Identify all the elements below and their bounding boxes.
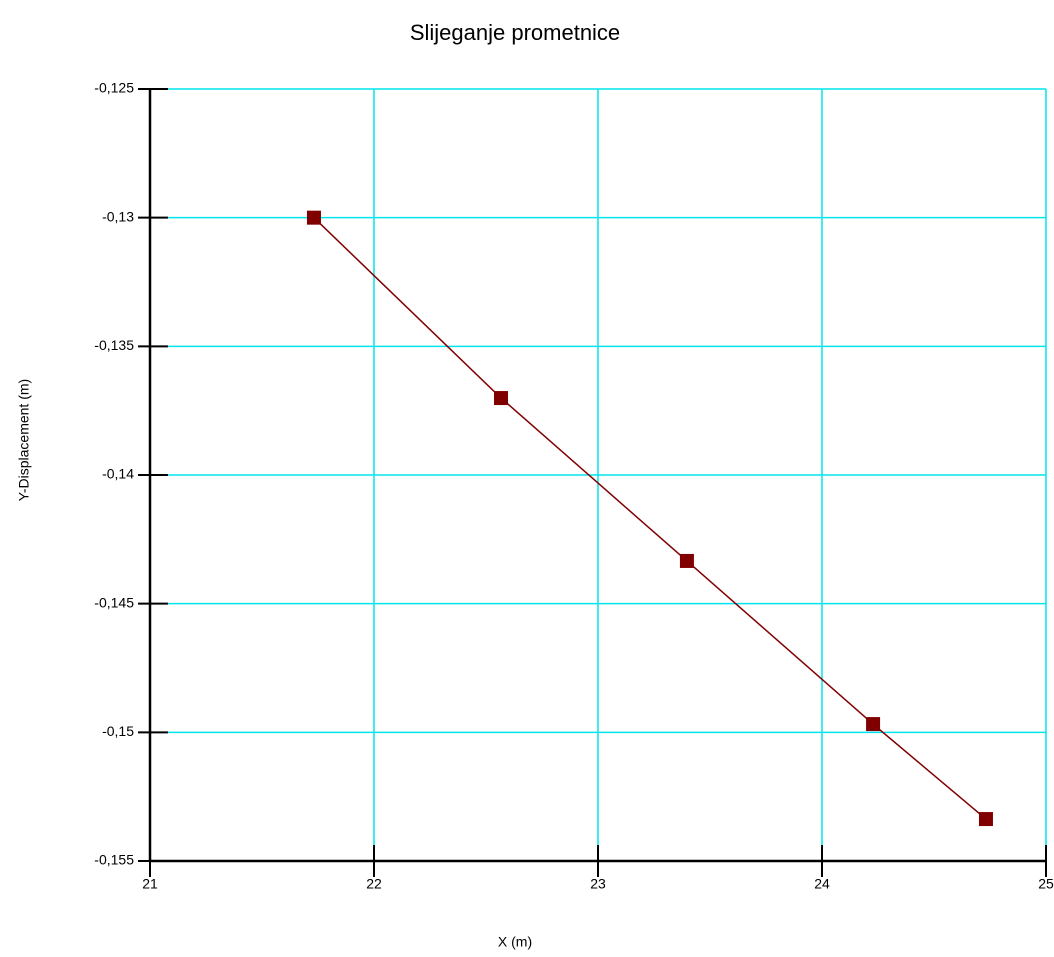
y-axis-label: Y-Displacement (m): [16, 379, 32, 501]
series-line: [313, 217, 987, 820]
marker: [494, 391, 509, 406]
y-tick-label: -0,14: [102, 466, 134, 482]
x-axis-label: X (m): [498, 934, 532, 950]
x-tick-label: 23: [590, 876, 606, 892]
y-tick-label: -0,135: [94, 337, 134, 353]
x-tick-label: 22: [366, 876, 382, 892]
x-tick-label: 24: [814, 876, 830, 892]
x-tick-label: 21: [142, 876, 158, 892]
marker: [978, 812, 993, 827]
y-tick-label: -0,15: [102, 723, 134, 739]
y-tick-label: -0,13: [102, 208, 134, 224]
marker: [679, 553, 694, 568]
marker: [866, 717, 881, 732]
marker: [306, 210, 321, 225]
y-tick-label: -0,125: [94, 80, 134, 96]
y-tick-label: -0,145: [94, 594, 134, 610]
y-tick-label: -0,155: [94, 852, 134, 868]
x-tick-label: 25: [1038, 876, 1054, 892]
chart-title: Slijeganje prometnice: [410, 20, 620, 45]
